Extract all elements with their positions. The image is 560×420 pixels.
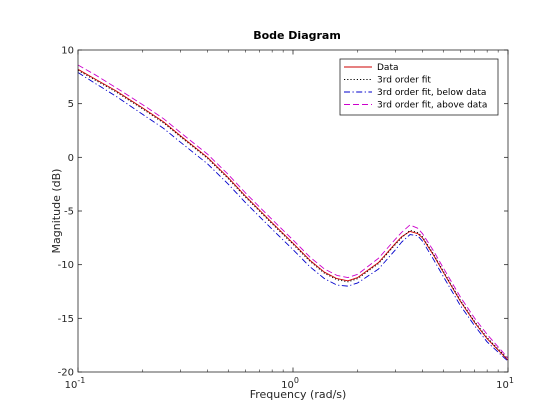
y-tick-label: 10 (61, 46, 74, 57)
x-tick-base: 10 (65, 380, 78, 391)
x-tick-label: 100 (281, 376, 299, 391)
y-axis-ticks: 10 5 0 -5 -10 -15 -20 (58, 46, 508, 379)
legend-label-2: 3rd order fit (377, 76, 431, 86)
x-axis-label: Frequency (rad/s) (250, 388, 347, 401)
x-tick-exponent: -1 (77, 376, 85, 385)
series-layer (77, 64, 509, 362)
y-tick-label: 0 (68, 153, 74, 164)
x-axis-ticks: 10-1 100 101 (65, 50, 514, 391)
x-tick-exponent: 1 (509, 376, 514, 385)
x-tick-label: 10-1 (65, 376, 86, 391)
y-tick-label: -10 (58, 260, 74, 271)
legend-label-1: Data (377, 63, 399, 73)
series-line-3 (77, 72, 509, 362)
x-tick-label: 101 (496, 376, 514, 391)
legend: Data 3rd order fit 3rd order fit, below da… (339, 58, 499, 116)
chart-title: Bode Diagram (253, 29, 341, 42)
y-tick-label: -5 (64, 207, 74, 218)
legend-label-3: 3rd order fit, below data (377, 88, 486, 98)
x-tick-base: 10 (496, 380, 509, 391)
y-tick-label: -15 (58, 314, 74, 325)
legend-label-4: 3rd order fit, above data (377, 101, 487, 111)
y-tick-label: 5 (68, 99, 74, 110)
legend-box (339, 58, 499, 116)
x-tick-exponent: 0 (294, 376, 299, 385)
x-tick-base: 10 (281, 380, 294, 391)
y-axis-label: Magnitude (dB) (50, 169, 63, 254)
series-line-4 (77, 64, 509, 359)
y-tick-label: -20 (58, 368, 74, 379)
series-line-1 (77, 68, 509, 361)
